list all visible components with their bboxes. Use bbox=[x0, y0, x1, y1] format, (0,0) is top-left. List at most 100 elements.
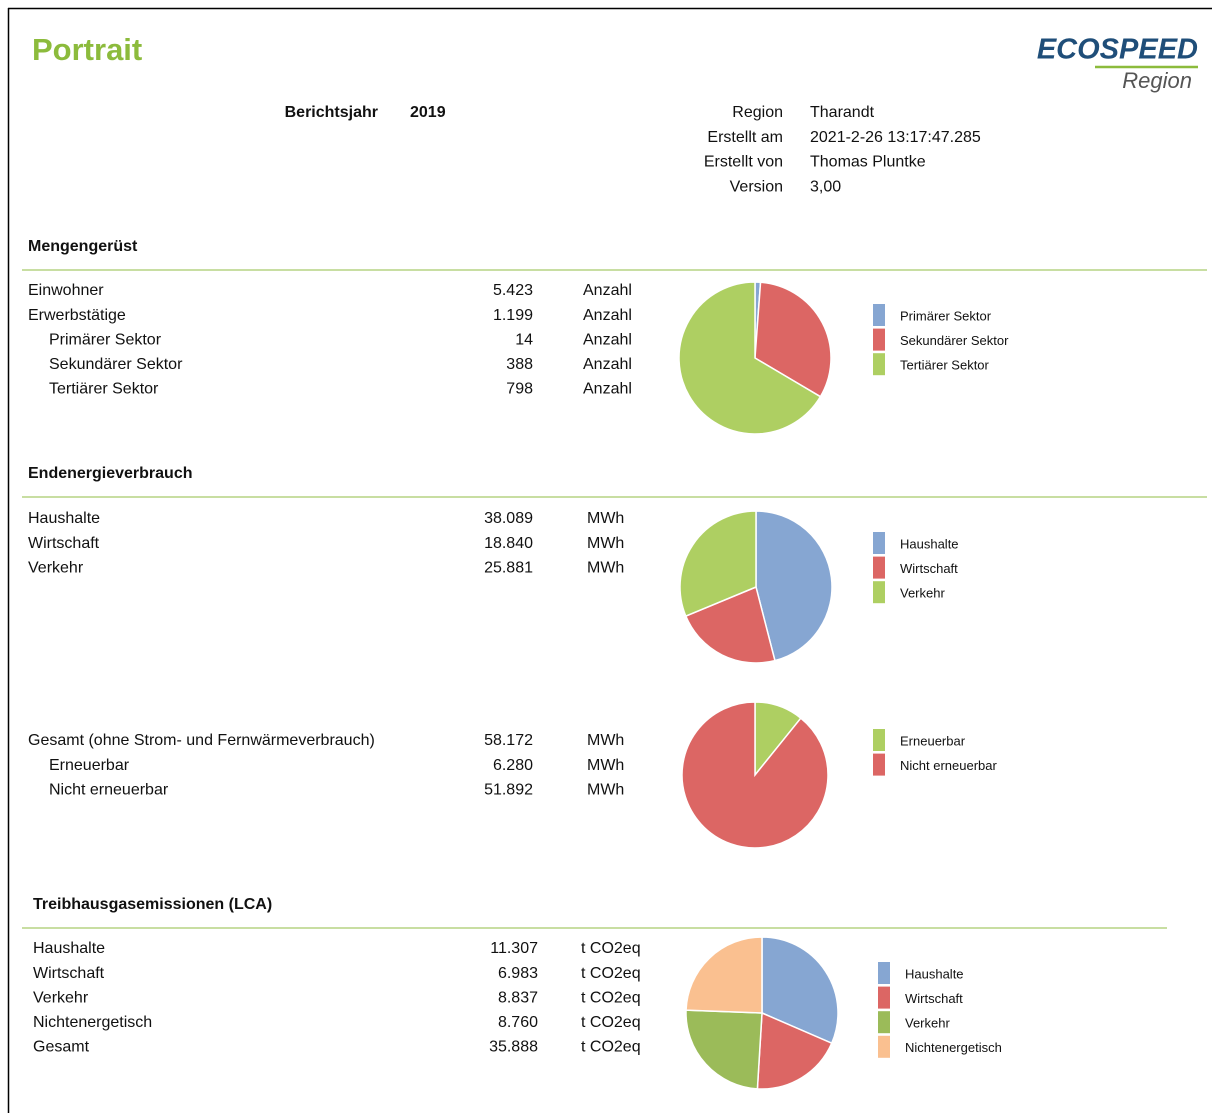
row-value: 35.888 bbox=[489, 1039, 538, 1056]
row-value: 51.892 bbox=[484, 781, 533, 798]
legend-swatch bbox=[878, 986, 890, 1009]
row-label: Nicht erneuerbar bbox=[49, 781, 169, 798]
legend-label: Sekundärer Sektor bbox=[900, 333, 1009, 348]
row-unit: MWh bbox=[587, 732, 624, 749]
pie-slice bbox=[761, 936, 839, 1045]
row-value: 8.760 bbox=[498, 1014, 538, 1031]
row-unit: MWh bbox=[587, 510, 624, 527]
legend-swatch bbox=[873, 753, 885, 776]
row-value: 6.280 bbox=[493, 757, 533, 774]
row-label: Verkehr bbox=[28, 559, 84, 576]
legend-label: Nicht erneuerbar bbox=[900, 758, 997, 773]
legend-label: Verkehr bbox=[900, 586, 945, 601]
legend-label: Primärer Sektor bbox=[900, 308, 992, 323]
row-unit: Anzahl bbox=[583, 307, 632, 324]
pie-slice bbox=[685, 936, 763, 1014]
row-unit: MWh bbox=[587, 781, 624, 798]
legend-label: Wirtschaft bbox=[905, 991, 963, 1006]
legend-swatch bbox=[873, 729, 885, 751]
meta-label: Version bbox=[730, 178, 783, 195]
row-value: 798 bbox=[506, 381, 533, 398]
row-value: 5.423 bbox=[493, 282, 533, 299]
row-unit: t CO2eq bbox=[581, 965, 641, 982]
meta-value: 3,00 bbox=[810, 178, 841, 195]
row-value: 14 bbox=[515, 331, 533, 348]
row-label: Primärer Sektor bbox=[49, 331, 162, 348]
page-frame bbox=[8, 8, 1212, 1113]
meta-value: 2021-2-26 13:17:47.285 bbox=[810, 129, 981, 146]
row-value: 58.172 bbox=[484, 732, 533, 749]
row-unit: t CO2eq bbox=[581, 989, 641, 1006]
logo: ECOSPEED bbox=[1037, 34, 1198, 66]
row-label: Nichtenergetisch bbox=[33, 1014, 152, 1031]
row-unit: t CO2eq bbox=[581, 940, 641, 957]
legend-label: Verkehr bbox=[905, 1016, 950, 1031]
legend-swatch bbox=[878, 1011, 890, 1034]
row-label: Verkehr bbox=[33, 989, 89, 1006]
legend-label: Haushalte bbox=[905, 966, 964, 981]
row-label: Erneuerbar bbox=[49, 757, 130, 774]
pie-slice bbox=[755, 510, 833, 662]
pie-slice bbox=[756, 1011, 833, 1090]
meta-value: Tharandt bbox=[810, 104, 875, 121]
row-unit: t CO2eq bbox=[581, 1039, 641, 1056]
legend-label: Haushalte bbox=[900, 536, 959, 551]
row-unit: Anzahl bbox=[583, 282, 632, 299]
row-value: 6.983 bbox=[498, 965, 538, 982]
legend-label: Tertiärer Sektor bbox=[900, 358, 990, 373]
row-label: Haushalte bbox=[28, 510, 100, 527]
meta-label: Region bbox=[732, 104, 783, 121]
legend-swatch bbox=[873, 304, 885, 326]
row-label: Wirtschaft bbox=[33, 965, 105, 982]
page-title: Portrait bbox=[32, 32, 142, 67]
legend-swatch bbox=[873, 556, 885, 579]
pie-slice bbox=[681, 701, 829, 849]
pie-slice bbox=[678, 281, 822, 435]
row-label: Erwerbstätige bbox=[28, 307, 126, 324]
row-label: Wirtschaft bbox=[28, 535, 100, 552]
row-label: Sekundärer Sektor bbox=[49, 356, 183, 373]
meta-value: Thomas Pluntke bbox=[810, 154, 926, 171]
row-label: Einwohner bbox=[28, 282, 104, 299]
row-value: 11.307 bbox=[490, 940, 538, 957]
row-unit: MWh bbox=[587, 535, 624, 552]
row-value: 38.089 bbox=[484, 510, 533, 527]
row-unit: Anzahl bbox=[583, 331, 632, 348]
pie-slice bbox=[684, 585, 776, 664]
legend-label: Erneuerbar bbox=[900, 733, 966, 748]
row-label: Gesamt (ohne Strom- und Fernwärmeverbrau… bbox=[28, 732, 375, 749]
legend-swatch bbox=[873, 532, 885, 554]
legend-swatch bbox=[878, 1035, 890, 1058]
legend-swatch bbox=[873, 353, 885, 376]
section-title: Mengengerüst bbox=[28, 238, 138, 255]
meta-label: Erstellt am bbox=[707, 129, 783, 146]
row-unit: Anzahl bbox=[583, 381, 632, 398]
legend-swatch bbox=[873, 328, 885, 351]
legend-swatch bbox=[873, 581, 885, 604]
row-value: 1.199 bbox=[493, 307, 533, 324]
row-label: Tertiärer Sektor bbox=[49, 381, 159, 398]
row-unit: MWh bbox=[587, 559, 624, 576]
row-unit: t CO2eq bbox=[581, 1014, 641, 1031]
section-title: Treibhausgasemissionen (LCA) bbox=[33, 896, 272, 913]
year: 2019 bbox=[410, 104, 446, 121]
row-value: 18.840 bbox=[484, 535, 533, 552]
year-label: Berichtsjahr bbox=[285, 104, 378, 121]
legend-label: Nichtenergetisch bbox=[905, 1040, 1002, 1055]
pie-slice bbox=[679, 510, 757, 618]
row-unit: Anzahl bbox=[583, 356, 632, 373]
section-title: Endenergieverbrauch bbox=[28, 465, 193, 482]
row-value: 25.881 bbox=[484, 559, 533, 576]
legend-label: Wirtschaft bbox=[900, 561, 958, 576]
legend-swatch bbox=[878, 962, 890, 984]
row-value: 8.837 bbox=[498, 989, 538, 1006]
row-label: Haushalte bbox=[33, 940, 105, 957]
logo-sub: Region bbox=[1122, 68, 1192, 93]
meta-label: Erstellt von bbox=[704, 154, 783, 171]
row-unit: MWh bbox=[587, 757, 624, 774]
row-label: Gesamt bbox=[33, 1039, 90, 1056]
pie-slice bbox=[685, 1009, 763, 1090]
pie-slice bbox=[754, 281, 832, 398]
row-value: 388 bbox=[506, 356, 533, 373]
